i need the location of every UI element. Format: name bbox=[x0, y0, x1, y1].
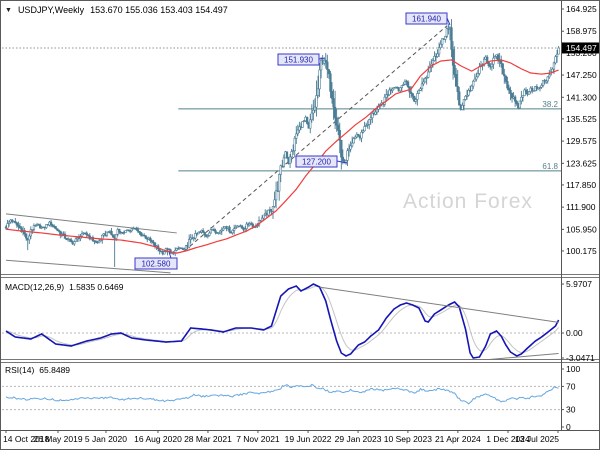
annotation-box bbox=[277, 53, 320, 66]
macd-indicator-name: MACD(12,26,9) bbox=[5, 282, 65, 292]
macd-line bbox=[5, 283, 560, 359]
macd-trendline-1 bbox=[319, 286, 559, 323]
ohlc-values: 153.670 155.036 153.403 154.497 bbox=[90, 5, 228, 15]
rsi-tick-label: 100 bbox=[566, 364, 580, 374]
macd-tick-label: 0.00 bbox=[566, 328, 583, 338]
date-tick-label: 29 Jan 2023 bbox=[335, 434, 382, 444]
macd-panel bbox=[2, 283, 561, 359]
annotation-text: 127.200 bbox=[302, 158, 331, 167]
frame bbox=[1, 1, 599, 431]
price-badge-text: 154.497 bbox=[566, 43, 597, 53]
signal-line bbox=[5, 285, 560, 353]
date-tick-label: 26 May 2019 bbox=[33, 434, 82, 444]
date-tick-label: 5 Jan 2020 bbox=[85, 434, 127, 444]
rsi-tick-label: 30 bbox=[566, 405, 576, 415]
annotation-box bbox=[134, 257, 178, 270]
channel-upper-line bbox=[5, 213, 177, 234]
macd-tick-label: 5.9707 bbox=[566, 279, 592, 289]
macd-tick-label: -3.0471 bbox=[566, 353, 595, 363]
channel-lower-line bbox=[5, 259, 171, 274]
date-tick-label: 7 Nov 2021 bbox=[236, 434, 280, 444]
date-tick-label: 10 Sep 2023 bbox=[384, 434, 432, 444]
rsi-tick-label: 0 bbox=[566, 422, 571, 432]
trendline-dashed bbox=[184, 25, 448, 252]
date-tick-label: 14 Oct 2018 bbox=[3, 434, 50, 444]
annotation-text: 102.580 bbox=[142, 260, 171, 269]
fib-38.2-label: 38.2 bbox=[542, 100, 558, 109]
macd-label: MACD(12,26,9) 1.5835 0.6469 bbox=[5, 282, 123, 292]
rsi-axis: 100 70 30 0 bbox=[561, 364, 580, 432]
macd-trendline-2 bbox=[489, 353, 559, 359]
price-panel: 38.2 61.8 bbox=[2, 19, 561, 274]
price-tick-label: 129.575 bbox=[566, 136, 597, 146]
price-tick-label: 135.525 bbox=[566, 114, 597, 124]
rsi-tick-label: 70 bbox=[566, 381, 576, 391]
price-axis: 164.925158.975153.200147.250141.300135.5… bbox=[561, 4, 599, 256]
date-tick-label: 21 Apr 2024 bbox=[435, 434, 481, 444]
date-tick-label: 28 Mar 2021 bbox=[184, 434, 232, 444]
annotation-text: 151.930 bbox=[284, 56, 313, 65]
price-badge bbox=[562, 42, 599, 54]
rsi-label: RSI(14) 65.8489 bbox=[5, 365, 70, 375]
rsi-line bbox=[5, 383, 559, 405]
price-tick-label: 141.300 bbox=[566, 92, 597, 102]
macd-indicator-values: 1.5835 0.6469 bbox=[69, 282, 124, 292]
chart-header: ▼ USDJPY,Weekly 153.670 155.036 153.403 … bbox=[5, 5, 228, 15]
ma-line bbox=[5, 59, 559, 254]
rsi-indicator-value: 65.8489 bbox=[39, 365, 71, 375]
date-tick-label: 19 Jun 2022 bbox=[285, 434, 332, 444]
watermark: Action Forex bbox=[403, 190, 533, 213]
macd-axis: 5.9707 0.00 -3.0471 bbox=[561, 279, 595, 363]
rsi-panel bbox=[2, 383, 561, 411]
date-tick-label: 16 Aug 2020 bbox=[134, 434, 182, 444]
fib-61.8-label: 61.8 bbox=[542, 162, 558, 171]
annotation-text: 161.940 bbox=[412, 15, 441, 24]
annotation-box bbox=[295, 155, 338, 168]
price-tick-label: 105.950 bbox=[566, 224, 597, 234]
rsi-indicator-name: RSI(14) bbox=[5, 365, 35, 375]
price-tick-label: 158.975 bbox=[566, 26, 597, 36]
date-tick-label: 1 Dec 2024 bbox=[486, 434, 530, 444]
annotation-box bbox=[405, 12, 448, 25]
date-tick-label: 13 Jul 2025 bbox=[515, 434, 559, 444]
price-tick-label: 100.175 bbox=[566, 246, 597, 256]
price-tick-label: 123.625 bbox=[566, 158, 597, 168]
price-tick-label: 147.250 bbox=[566, 70, 597, 80]
price-tick-label: 111.900 bbox=[566, 202, 596, 212]
price-annotations: 161.940 151.930 127.200 102.580 bbox=[134, 12, 451, 270]
symbol-dropdown-icon[interactable]: ▼ bbox=[5, 6, 12, 14]
price-tick-label: 117.850 bbox=[566, 180, 596, 190]
symbol-title: USDJPY,Weekly bbox=[17, 5, 85, 15]
price-tick-label: 164.925 bbox=[566, 4, 597, 14]
